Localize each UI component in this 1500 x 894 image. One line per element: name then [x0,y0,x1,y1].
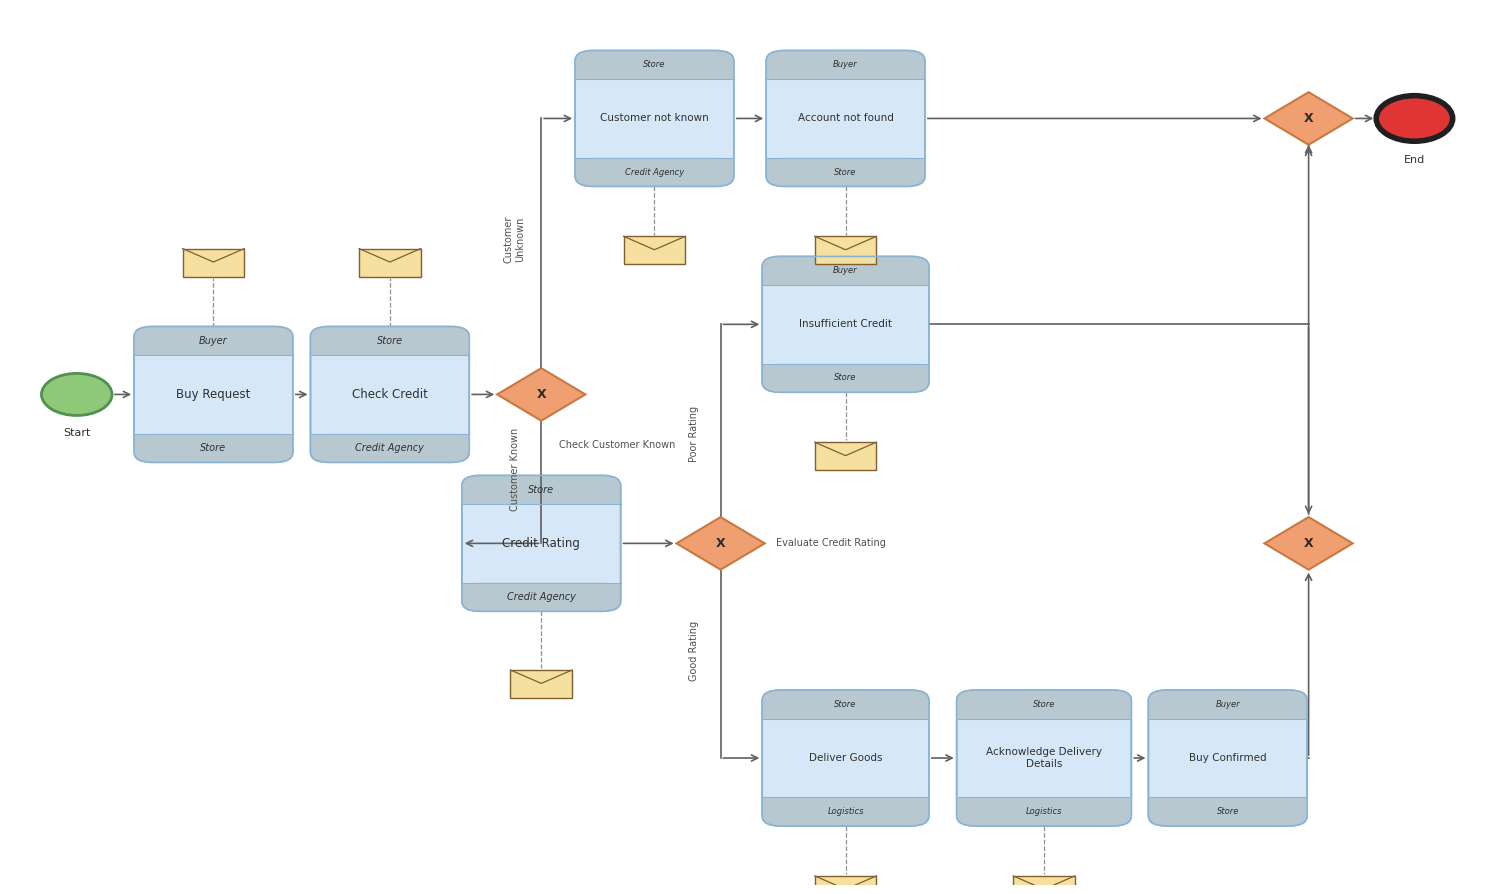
FancyBboxPatch shape [762,690,928,826]
Text: Buy Confirmed: Buy Confirmed [1190,753,1266,763]
Text: Buy Request: Buy Request [177,388,251,401]
FancyBboxPatch shape [957,797,1131,826]
Text: Buyer: Buyer [833,266,858,275]
Text: Evaluate Credit Rating: Evaluate Credit Rating [777,538,886,548]
FancyBboxPatch shape [1149,690,1306,826]
Bar [310,341,470,355]
Bar [815,876,876,894]
Text: Insufficient Credit: Insufficient Credit [800,319,892,329]
Text: Store: Store [834,374,856,383]
Text: Acknowledge Delivery
Details: Acknowledge Delivery Details [986,747,1102,769]
FancyBboxPatch shape [462,583,621,611]
Text: X: X [1304,112,1314,125]
Bar [310,434,470,448]
FancyBboxPatch shape [762,257,928,285]
Text: Store: Store [201,443,226,453]
Text: X: X [537,388,546,401]
Bar [574,64,734,79]
FancyBboxPatch shape [310,326,470,462]
Text: Account not found: Account not found [798,114,894,123]
Polygon shape [676,517,765,569]
Text: X: X [1304,537,1314,550]
FancyBboxPatch shape [574,51,734,79]
Bar [462,490,621,504]
Text: Store: Store [834,167,856,177]
Bar [183,249,244,276]
FancyBboxPatch shape [957,690,1131,719]
Bar [762,364,928,378]
FancyBboxPatch shape [762,257,928,392]
FancyBboxPatch shape [762,690,928,719]
FancyBboxPatch shape [134,326,292,462]
Polygon shape [1264,517,1353,569]
Polygon shape [1264,92,1353,145]
FancyBboxPatch shape [310,326,470,355]
Text: Store: Store [528,485,555,494]
Bar [815,443,876,470]
FancyBboxPatch shape [310,434,470,462]
Bar [510,670,572,698]
Text: Good Rating: Good Rating [688,620,699,680]
Text: Customer not known: Customer not known [600,114,709,123]
Text: Credit Agency: Credit Agency [356,443,424,453]
FancyBboxPatch shape [957,690,1131,826]
Bar [957,704,1131,719]
Text: Start: Start [63,427,90,438]
FancyBboxPatch shape [574,158,734,186]
Circle shape [1376,96,1452,141]
FancyBboxPatch shape [134,326,292,355]
FancyBboxPatch shape [766,51,926,79]
FancyBboxPatch shape [766,158,926,186]
Text: Credit Agency: Credit Agency [626,167,684,177]
Text: Credit Rating: Credit Rating [503,537,580,550]
Text: Store: Store [1034,700,1054,709]
FancyBboxPatch shape [762,364,928,392]
Bar [134,341,292,355]
Text: Buyer: Buyer [833,60,858,70]
Bar [815,236,876,265]
Bar [1149,704,1306,719]
Text: Logistics: Logistics [828,807,864,816]
Text: Buyer: Buyer [1215,700,1240,709]
Bar [462,583,621,597]
Text: Customer Known: Customer Known [510,427,520,510]
Text: Customer
Unknown: Customer Unknown [504,215,525,263]
Text: Store: Store [834,700,856,709]
Bar [762,797,928,812]
Text: Credit Agency: Credit Agency [507,592,576,602]
Text: Poor Rating: Poor Rating [688,406,699,462]
Text: Check Customer Known: Check Customer Known [560,440,675,451]
Bar [358,249,420,276]
FancyBboxPatch shape [574,51,734,186]
FancyBboxPatch shape [762,797,928,826]
Text: Deliver Goods: Deliver Goods [808,753,882,763]
FancyBboxPatch shape [766,51,926,186]
Bar [134,434,292,448]
FancyBboxPatch shape [1149,797,1306,826]
Text: Store: Store [1216,807,1239,816]
Bar [762,704,928,719]
Text: Logistics: Logistics [1026,807,1062,816]
Polygon shape [496,368,585,421]
Bar [624,236,686,265]
Bar [1149,797,1306,812]
Bar [766,158,926,173]
Bar [957,797,1131,812]
FancyBboxPatch shape [462,476,621,504]
Bar [762,271,928,285]
Circle shape [42,374,112,416]
Text: X: X [716,537,726,550]
Text: Buyer: Buyer [200,336,228,346]
Text: Store: Store [376,336,404,346]
Text: End: End [1404,156,1425,165]
Text: Check Credit: Check Credit [352,388,428,401]
Bar [574,158,734,173]
FancyBboxPatch shape [1149,690,1306,719]
Bar [1013,876,1076,894]
FancyBboxPatch shape [462,476,621,611]
FancyBboxPatch shape [134,434,292,462]
Bar [766,64,926,79]
Text: Store: Store [644,60,666,70]
